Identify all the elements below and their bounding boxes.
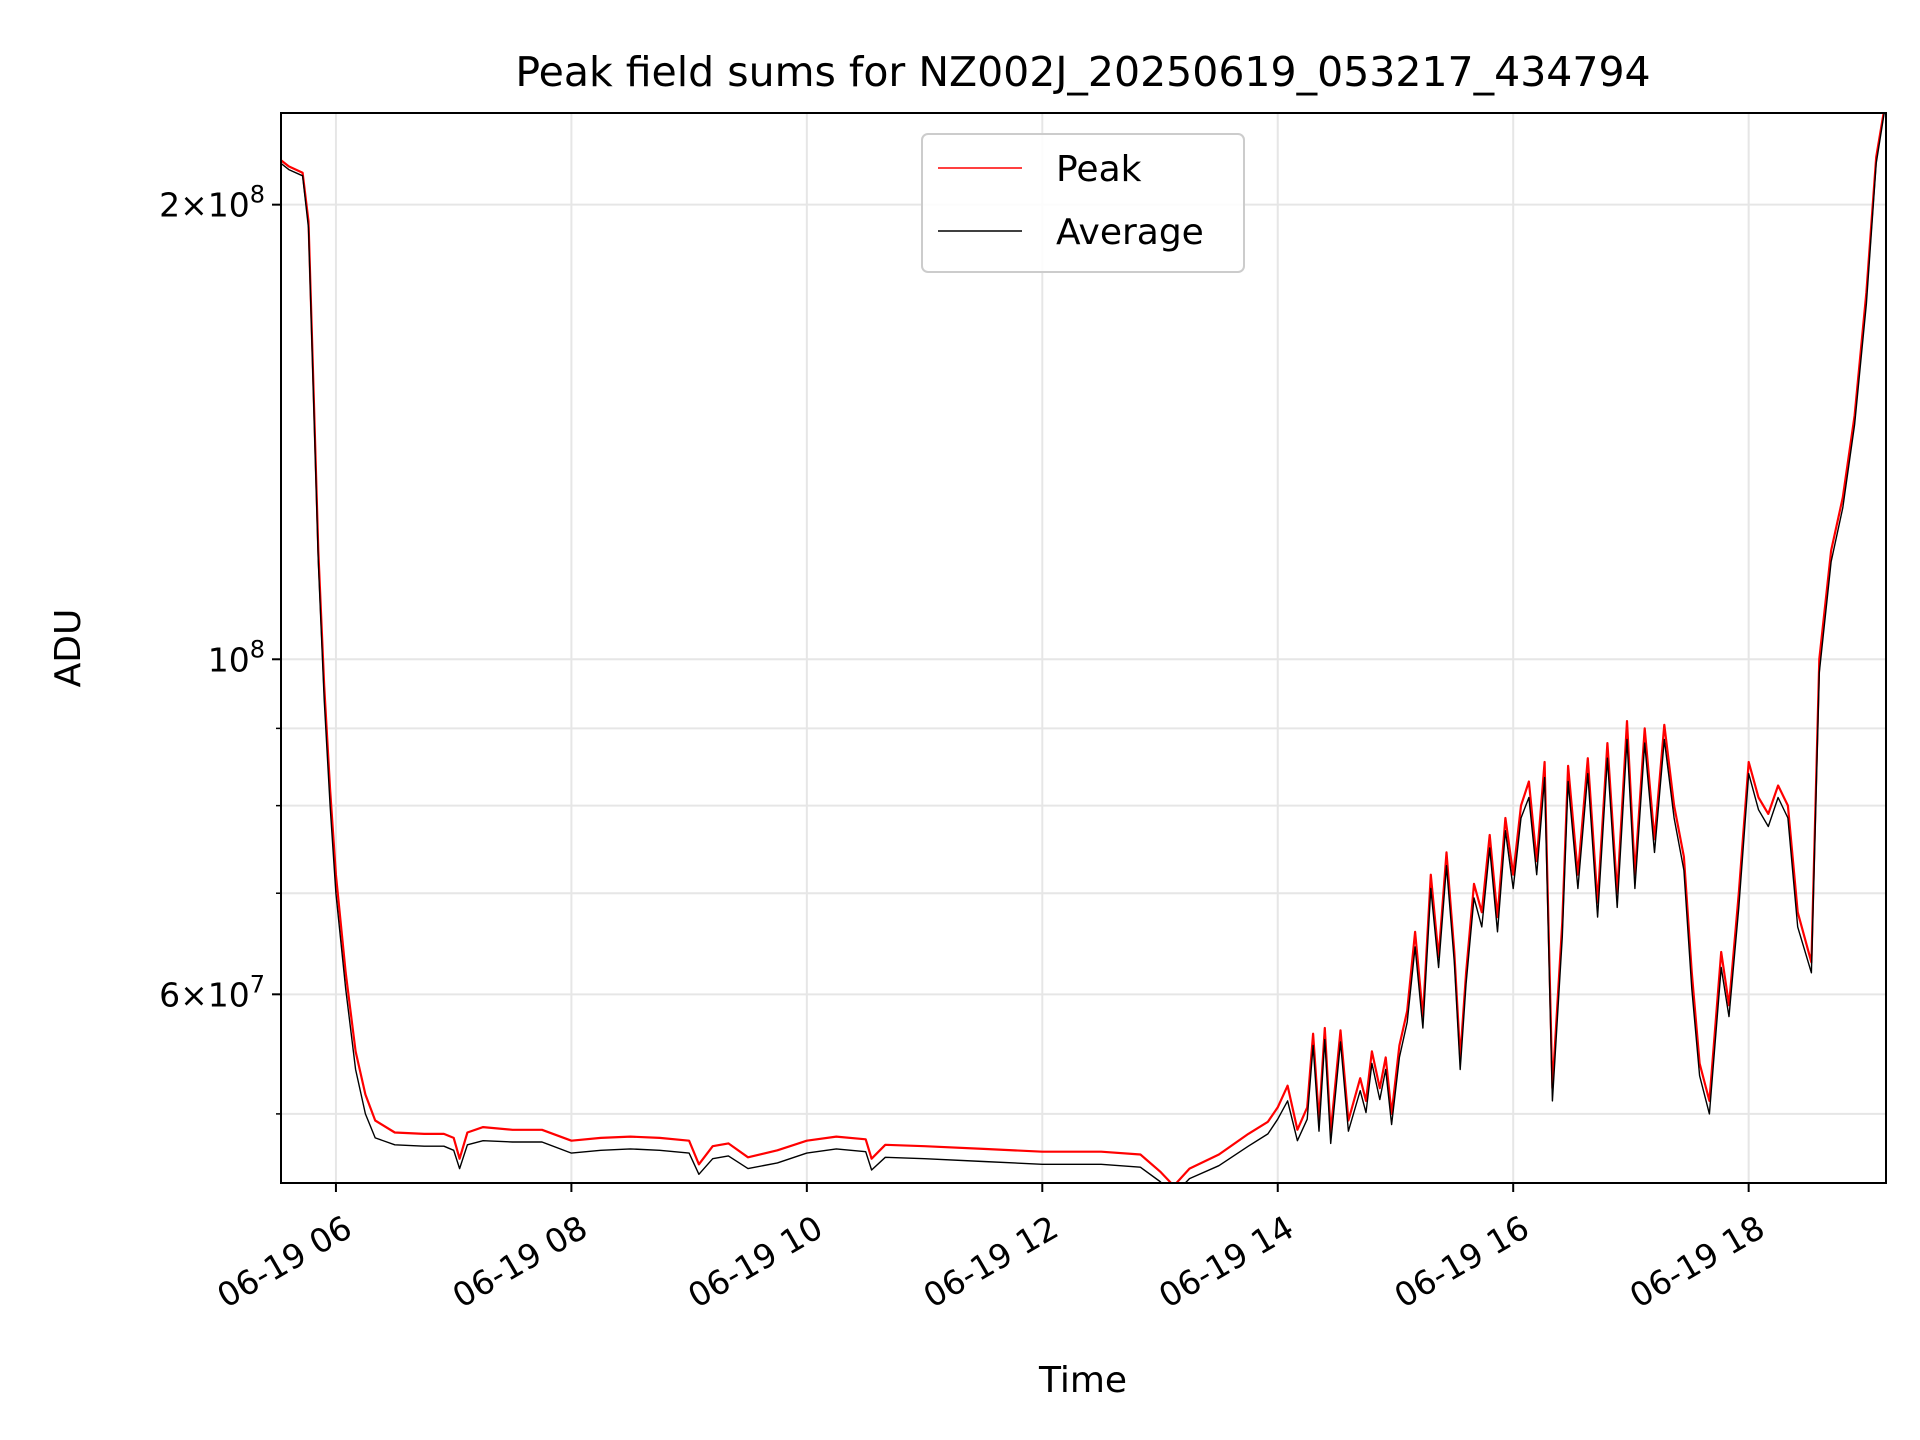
grid xyxy=(281,113,1886,1183)
y-axis-ticks: 2×108 108 6×107 xyxy=(159,181,281,1115)
y-tick-label: 108 xyxy=(208,635,265,679)
y-tick-label: 6×107 xyxy=(159,970,265,1014)
chart-title: Peak field sums for NZ002J_20250619_0532… xyxy=(515,48,1650,96)
series-line-average xyxy=(281,113,1885,1183)
legend-peak-label: Peak xyxy=(1056,149,1142,190)
legend-average-label: Average xyxy=(1056,212,1204,253)
plot-frame xyxy=(280,112,1887,1184)
series-layer xyxy=(281,113,1885,1183)
legend: Peak Average xyxy=(921,133,1245,273)
y-axis-label: ADU xyxy=(48,609,89,688)
y-tick-label: 2×108 xyxy=(159,181,265,225)
x-axis-label: Time xyxy=(1038,1360,1127,1401)
series-line-peak xyxy=(281,113,1885,1183)
